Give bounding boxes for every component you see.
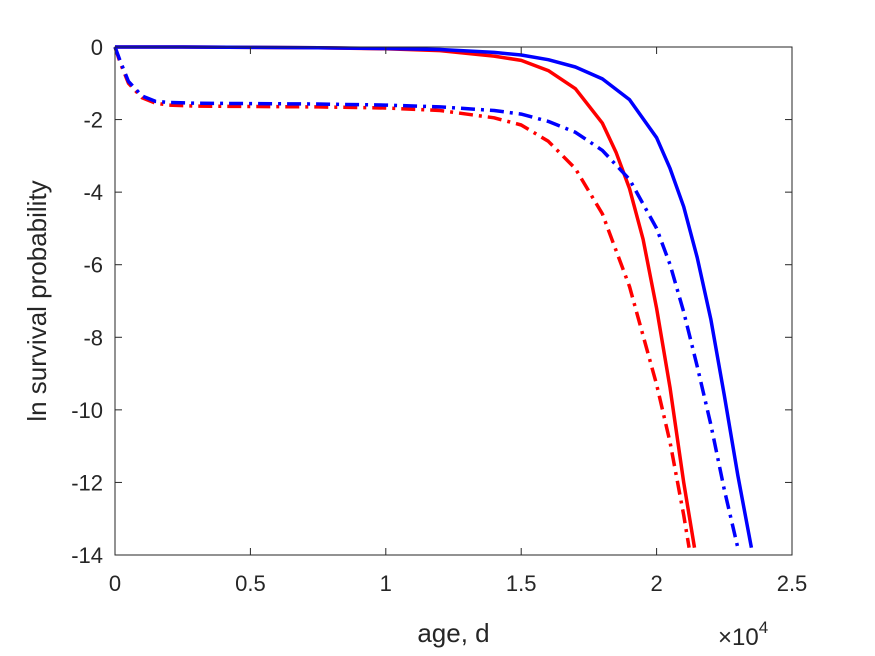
x-tick-label: 0	[109, 571, 121, 596]
y-axis-label: ln survival probability	[22, 180, 52, 421]
series-line-4	[113, 46, 740, 549]
series-line-2	[115, 45, 754, 549]
x-axis-label: age, d	[417, 618, 489, 648]
y-tick-label: -10	[71, 398, 103, 423]
x-tick-label: 1.5	[506, 571, 537, 596]
x-axis-multiplier-base: ×10	[718, 624, 759, 651]
x-tick-label: 2.5	[777, 571, 808, 596]
y-tick-label: -14	[71, 543, 103, 568]
x-tick-label: 0.5	[235, 571, 266, 596]
y-tick-label: 0	[91, 35, 103, 60]
x-tick-label: 2	[650, 571, 662, 596]
axes-box	[114, 46, 793, 556]
ticks-layer: 0 0.5 1 1.5 2 2.5 0 -2 -4 -6 -8 -10 -12 -14	[71, 35, 807, 596]
y-tick-label: -2	[83, 108, 103, 133]
plot-area	[115, 47, 792, 555]
y-tick-label: -12	[71, 470, 103, 495]
y-tick-label: -6	[83, 253, 103, 278]
x-axis-multiplier-exponent: 4	[759, 618, 768, 637]
x-tick-label: 1	[380, 571, 392, 596]
series-layer	[113, 45, 754, 549]
y-tick-label: -4	[83, 180, 103, 205]
y-tick-label: -8	[83, 325, 103, 350]
x-axis-multiplier: ×104	[718, 618, 768, 651]
